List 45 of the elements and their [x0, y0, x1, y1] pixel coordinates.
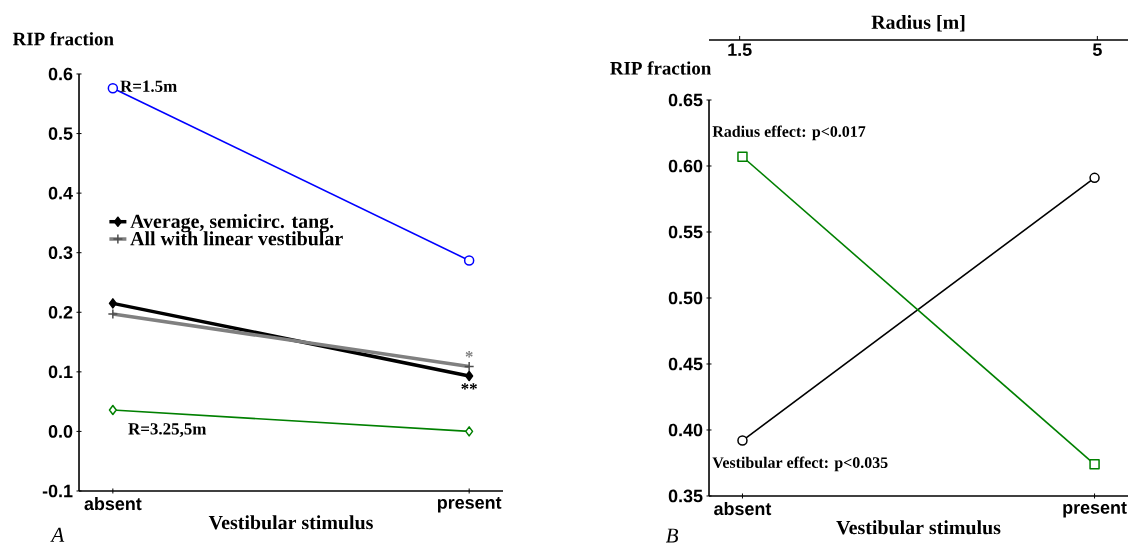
text: B: [665, 528, 679, 543]
x-axis-title: Vestibular stimulus: [836, 520, 1001, 535]
y-tick-label: 0.40: [668, 423, 703, 437]
annotation: *: [465, 351, 473, 358]
x-tick-label: absent: [84, 497, 142, 511]
x-tick-label: present: [437, 497, 502, 513]
y-tick-label: 0.55: [668, 225, 703, 239]
y-tick-label: 0.60: [668, 159, 703, 173]
y-tick-label: 0.3: [48, 246, 73, 260]
y-tick-label: 0.5: [48, 127, 73, 140]
y-axis-title: RIP fraction: [12, 31, 114, 46]
point: [108, 298, 117, 309]
y-tick-label: 0.65: [668, 93, 703, 107]
x-tick-label: absent: [714, 502, 772, 516]
x-axis-title: Vestibular stimulus: [208, 515, 373, 530]
y-tick-label: 0.4: [48, 186, 73, 200]
y-tick-label: 0.2: [48, 305, 73, 319]
y-tick-label: 0.45: [668, 357, 703, 371]
x2-tick-label: 5: [1092, 43, 1102, 57]
x2-tick-label: 1.5: [728, 43, 752, 57]
y-tick-label: 0.0: [48, 425, 73, 438]
y-tick-label: 0.35: [668, 489, 703, 503]
y-axis-title: RIP fraction: [610, 61, 712, 75]
point: [463, 255, 475, 266]
y-tick-label: 0.50: [668, 291, 703, 305]
legend-label: All with linear vestibular: [130, 231, 343, 246]
point: [737, 435, 748, 446]
annotation: R=3.25,5m: [128, 423, 207, 438]
point: [1089, 172, 1100, 184]
point: [108, 404, 117, 416]
x-tick-label: present: [1063, 502, 1127, 518]
text: A: [50, 527, 65, 542]
point: [107, 83, 119, 94]
point: [465, 370, 474, 382]
y-tick-label: 0.1: [48, 365, 73, 379]
annotation: **: [461, 383, 477, 390]
y-tick-label: 0.6: [48, 67, 73, 81]
point: [737, 151, 748, 162]
point: [465, 426, 474, 437]
x2-axis-title: Radius [m]: [871, 14, 965, 32]
annotation: Vestibular effect: p<0.035: [712, 456, 888, 472]
annotation: Radius effect: p<0.017: [712, 125, 866, 141]
y-tick-label: -0.1: [42, 484, 73, 498]
point: [1089, 459, 1100, 470]
annotation: R=1.5m: [120, 80, 177, 92]
